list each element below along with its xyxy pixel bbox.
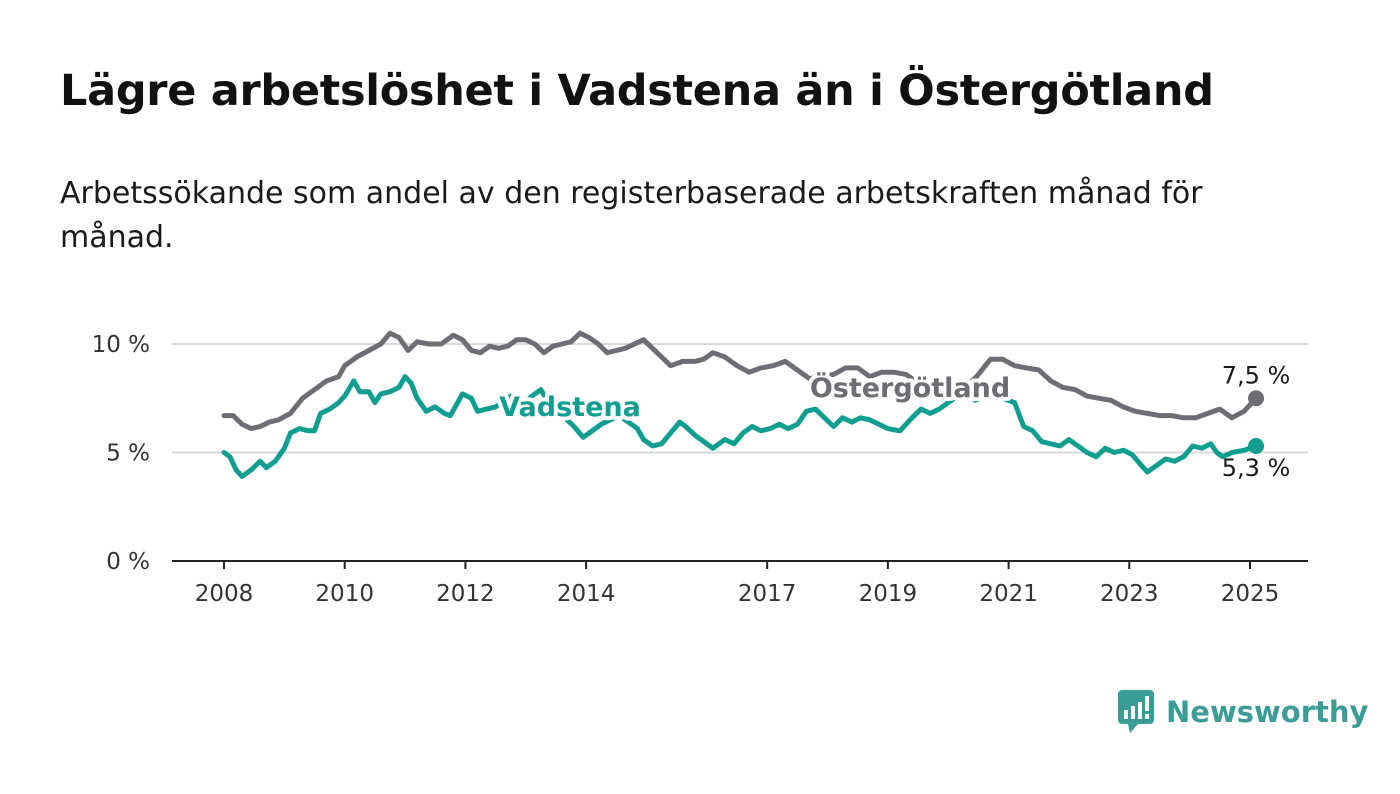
x-tick-label: 2019 (859, 581, 918, 607)
series-end-marker (1248, 437, 1265, 454)
y-tick-label: 5 % (106, 441, 150, 467)
chart-subtitle: Arbetssökande som andel av den registerb… (60, 176, 1203, 255)
x-tick-label: 2017 (738, 581, 797, 607)
x-tick-label: 2008 (195, 581, 254, 607)
series-name-label: Vadstena (499, 392, 641, 423)
x-tick-label: 2025 (1221, 581, 1280, 607)
y-tick-label: 10 % (92, 332, 150, 358)
brand-name: Newsworthy (1166, 695, 1369, 729)
line-chart: 0 % 5 % 10 % 2008 2010 2012 2014 2017 2019 2021 20… (92, 330, 1308, 607)
x-tick-label: 2012 (436, 581, 495, 607)
series-end-value-label: 5,3 % (1222, 454, 1291, 482)
brand: Newsworthy (1118, 690, 1368, 734)
x-tick-label: 2021 (979, 581, 1038, 607)
chart-title: Lägre arbetslöshet i Vadstena än i Öster… (60, 66, 1214, 116)
series-line-östergötland (221, 330, 1259, 432)
series-end-value-label: 7,5 % (1222, 361, 1291, 389)
series-line-vadstena (221, 374, 1259, 479)
series-name-label: Östergötland (810, 371, 1010, 404)
x-tick-label: 2014 (557, 581, 616, 607)
y-tick-label: 0 % (106, 549, 150, 575)
x-tick-label: 2010 (315, 581, 374, 607)
newsworthy-chart-logo-icon (1118, 690, 1154, 733)
x-tick-label: 2023 (1100, 581, 1159, 607)
series-end-marker (1248, 390, 1265, 407)
